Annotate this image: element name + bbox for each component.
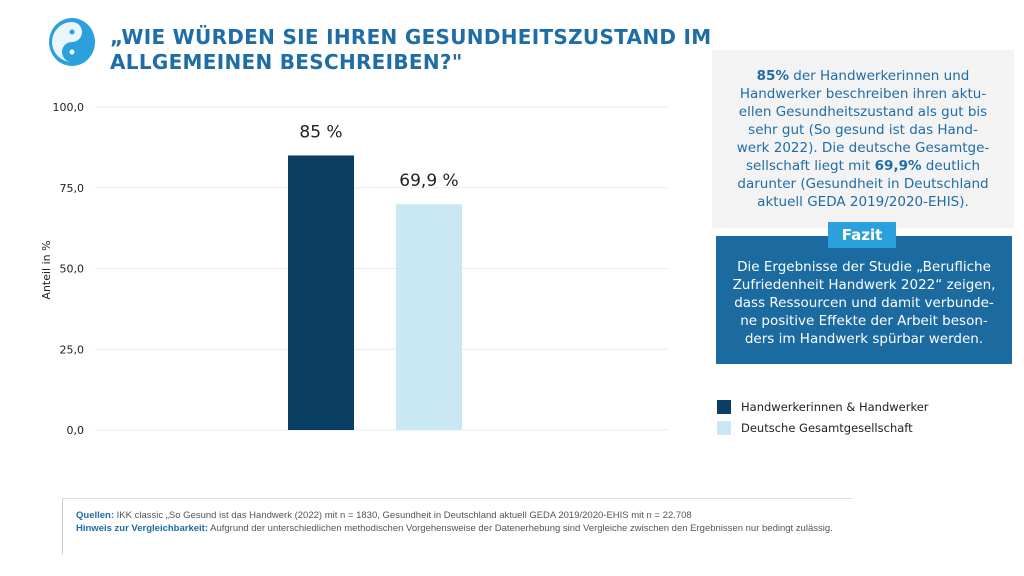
title-line: ALLGEMEINEN BESCHREIBEN?"	[110, 50, 463, 74]
data-label: 69,9 %	[399, 171, 458, 191]
fazit-line: Die Ergebnisse der Studie „Berufliche	[737, 259, 991, 275]
hint-text: Aufgrund der unterschiedlichen methodisc…	[208, 523, 833, 534]
legend-item: Handwerkerinnen & Handwerker	[717, 396, 929, 417]
summary-line: Handwerker beschreiben ihren aktu-	[712, 85, 1014, 103]
legend-swatch	[717, 399, 731, 414]
summary-line: 85% der Handwerkerinnen und	[712, 67, 1014, 85]
fazit-line: Zufriedenheit Handwerk 2022“ zeigen,	[732, 277, 996, 293]
fazit-box: Die Ergebnisse der Studie „Berufliche Zuf…	[716, 236, 1012, 364]
summary-line: ellen Gesundheitszustand als gut bis	[712, 103, 1014, 121]
y-tick-label: 25,0	[60, 343, 85, 356]
bar	[288, 155, 354, 430]
sources-label: Quellen:	[76, 510, 115, 521]
y-tick-label: 0,0	[67, 424, 85, 437]
legend-label: Handwerkerinnen & Handwerker	[741, 399, 929, 414]
summary-text: 69,9%	[874, 158, 922, 174]
summary-text: aktuell GEDA 2019/2020-EHIS).	[757, 194, 969, 210]
summary-line: aktuell GEDA 2019/2020-EHIS).	[712, 193, 1014, 211]
summary-line: sehr gut (So gesund ist das Hand-	[712, 121, 1014, 139]
chart-title: „WIE WÜRDEN SIE IHREN GESUNDHEITSZUSTAND…	[110, 25, 711, 75]
y-tick-label: 75,0	[60, 182, 85, 195]
fazit-line: ders im Handwerk spürbar werden.	[744, 331, 984, 347]
summary-line: werk 2022). Die deutsche Gesamtge-	[712, 139, 1014, 157]
y-axis-label: Anteil in %	[40, 240, 53, 299]
summary-text: werk 2022). Die deutsche Gesamtge-	[736, 140, 990, 156]
fazit-badge: Fazit	[828, 222, 896, 248]
fazit-line: dass Ressourcen und damit verbunde-	[734, 295, 994, 311]
summary-line: sellschaft liegt mit 69,9% deutlich	[712, 157, 1014, 175]
title-line: „WIE WÜRDEN SIE IHREN GESUNDHEITSZUSTAND…	[110, 25, 712, 49]
y-tick-label: 100,0	[53, 101, 85, 114]
summary-text: Handwerker beschreiben ihren aktu-	[739, 86, 987, 102]
data-label: 85 %	[299, 122, 342, 142]
summary-text: sehr gut (So gesund ist das Hand-	[748, 122, 978, 138]
yin-yang-logo-icon	[49, 18, 95, 66]
legend-item: Deutsche Gesamtgesellschaft	[717, 417, 929, 438]
summary-text: darunter (Gesundheit in Deutschland	[737, 176, 989, 192]
summary-text: 85%	[756, 68, 789, 84]
footnotes: Quellen: IKK classic „So Gesund ist das …	[62, 498, 852, 554]
legend-swatch	[717, 420, 731, 435]
summary-box: 85% der Handwerkerinnen und Handwerker be…	[712, 50, 1014, 228]
legend-label: Deutsche Gesamtgesellschaft	[741, 420, 913, 435]
legend: Handwerkerinnen & Handwerker Deutsche Ge…	[717, 396, 929, 438]
bar-chart: 0,0 25,0 50,0 75,0 100,0 85 % 69,9 % Anteil in…	[40, 101, 668, 437]
hint-label: Hinweis zur Vergleichbarkeit:	[76, 523, 208, 534]
summary-text: der Handwerkerinnen und	[788, 68, 970, 84]
summary-text: sellschaft liegt mit	[745, 158, 875, 174]
y-tick-label: 50,0	[60, 263, 85, 276]
summary-line: darunter (Gesundheit in Deutschland	[712, 175, 1014, 193]
sources-text: IKK classic „So Gesund ist das Handwerk …	[114, 510, 692, 521]
summary-text: ellen Gesundheitszustand als gut bis	[738, 104, 988, 120]
summary-text: deutlich	[921, 158, 980, 174]
fazit-line: ne positive Effekte der Arbeit beson-	[740, 313, 988, 329]
bar	[396, 204, 462, 430]
